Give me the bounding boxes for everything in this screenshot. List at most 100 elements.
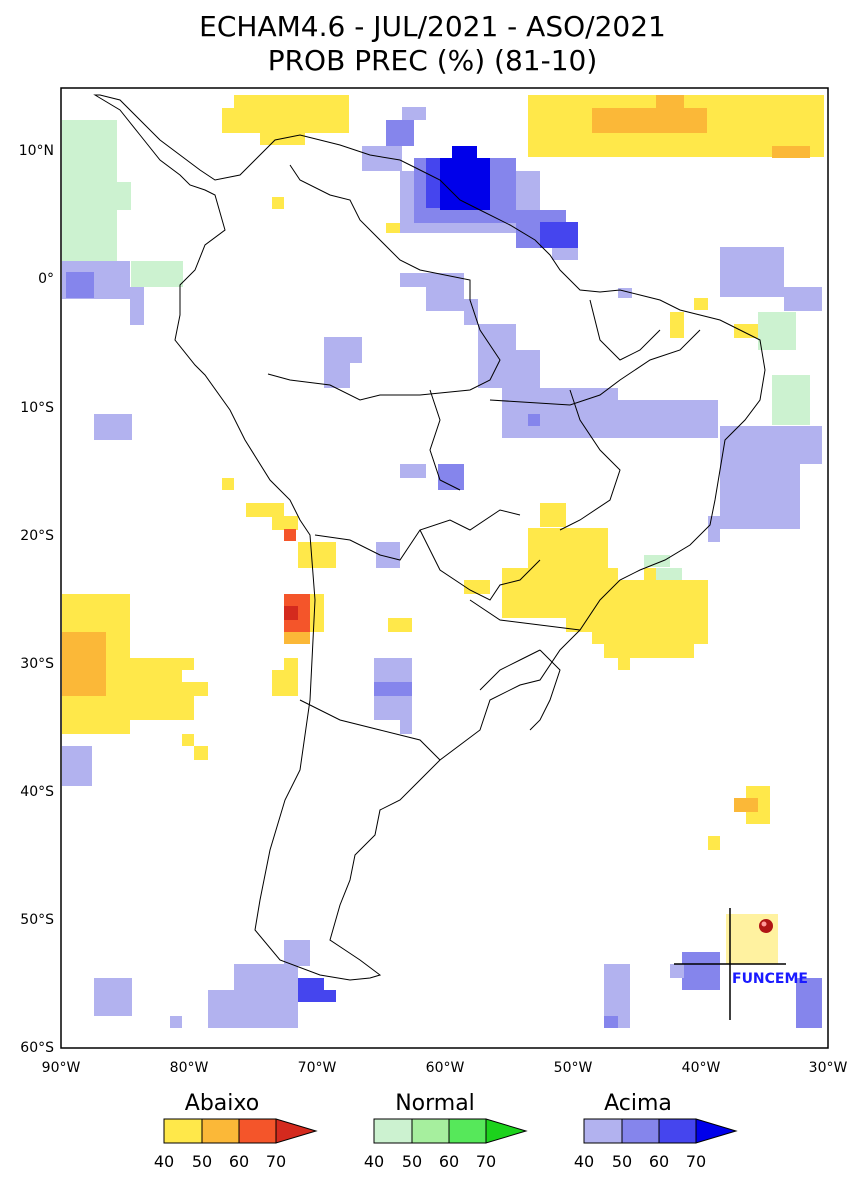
below-cell: [194, 682, 208, 696]
below-cell: [708, 836, 720, 850]
normal-cell: [644, 555, 670, 567]
map-title: ECHAM4.6 - JUL/2021 - ASO/2021: [199, 10, 666, 43]
normal-cell: [772, 375, 810, 425]
lat-label: 20°S: [20, 528, 54, 544]
lat-label: 50°S: [20, 912, 54, 928]
above-cell: [670, 964, 684, 978]
lon-label: 70°W: [298, 1060, 337, 1076]
below-cell: [540, 503, 566, 527]
above-cell: [540, 222, 578, 248]
above-cell: [796, 978, 822, 1028]
below-cell: [592, 108, 707, 133]
below-cell: [130, 658, 194, 720]
below-cell: [246, 503, 284, 517]
legend-tick: 60: [649, 1152, 669, 1171]
lat-label: 10°S: [20, 400, 54, 416]
above-cell: [298, 978, 324, 1002]
legend-title: Acima: [604, 1091, 672, 1116]
above-cell: [322, 990, 336, 1002]
legend-tick: 50: [192, 1152, 212, 1171]
map-subtitle: PROB PREC (%) (81-10): [267, 44, 598, 77]
below-cell: [386, 223, 400, 233]
legend-below: Abaixo 40 50 60 70: [154, 1091, 318, 1171]
below-cell: [528, 528, 608, 568]
normal-cell: [131, 261, 183, 287]
below-cell: [222, 478, 234, 490]
legend-tick: 60: [439, 1152, 459, 1171]
legend-normal: Normal 40 50 60 70: [364, 1091, 528, 1171]
legend-tick: 50: [612, 1152, 632, 1171]
legend-tick: 40: [574, 1152, 594, 1171]
below-cell: [284, 658, 298, 670]
funceme-logo: FUNCEME: [674, 908, 808, 1020]
above-cell: [682, 952, 720, 990]
below-cell: [272, 516, 298, 530]
lat-label: 30°S: [20, 656, 54, 672]
above-cell: [94, 414, 132, 440]
legend-tick: 70: [686, 1152, 706, 1171]
lon-label: 40°W: [682, 1060, 721, 1076]
below-cell: [284, 529, 296, 541]
below-cell: [272, 197, 284, 209]
below-cell: [182, 670, 194, 682]
legend-tick: 70: [476, 1152, 496, 1171]
above-cell: [66, 272, 94, 298]
above-cell: [170, 1016, 182, 1028]
above-cell: [324, 337, 362, 363]
probability-cells: [62, 95, 824, 1028]
above-cell: [386, 120, 414, 146]
lon-label: 50°W: [554, 1060, 593, 1076]
normal-cell: [62, 120, 117, 262]
below-cell: [272, 670, 298, 696]
lat-label: 40°S: [20, 784, 54, 800]
legend-above: Acima 40 50 60 70: [574, 1091, 738, 1171]
legend-tick: 50: [402, 1152, 422, 1171]
above-cell: [464, 299, 478, 325]
below-cell: [604, 644, 694, 658]
above-cell: [130, 287, 144, 325]
above-cell: [374, 682, 412, 696]
above-cell: [720, 464, 800, 529]
below-cell: [464, 580, 490, 594]
legend-tick: 60: [229, 1152, 249, 1171]
above-cell: [234, 964, 298, 994]
below-cell: [62, 632, 106, 696]
lon-label: 80°W: [170, 1060, 209, 1076]
below-cell: [284, 632, 310, 644]
above-cell: [618, 400, 718, 438]
above-cell: [400, 720, 412, 734]
legend-tick: 40: [364, 1152, 384, 1171]
lon-label: 90°W: [42, 1060, 81, 1076]
above-cell: [400, 464, 426, 478]
above-cell: [94, 978, 132, 1016]
above-cell: [502, 350, 540, 388]
above-cell: [552, 248, 578, 260]
above-cell: [438, 464, 464, 490]
lon-label: 30°W: [809, 1060, 848, 1076]
logo-text: FUNCEME: [732, 971, 808, 987]
below-cell: [694, 298, 708, 310]
above-cell: [284, 940, 310, 966]
coastline-borders: [93, 94, 766, 981]
longitude-labels: 90°W 80°W 70°W 60°W 50°W 40°W 30°W: [42, 1060, 848, 1076]
latitude-labels: 10°N 0° 10°S 20°S 30°S 40°S 50°S 60°S: [19, 143, 54, 1056]
above-cell: [720, 426, 822, 464]
below-cell: [592, 580, 708, 644]
legend-title: Normal: [395, 1091, 475, 1116]
above-cell: [720, 247, 784, 297]
above-cell: [324, 363, 350, 388]
above-cell: [440, 158, 490, 210]
below-cell: [222, 108, 312, 133]
above-cell: [426, 287, 464, 311]
lat-label: 10°N: [19, 143, 54, 159]
above-cell: [784, 287, 822, 311]
normal-cell: [656, 568, 682, 580]
above-cell: [62, 746, 92, 786]
lat-label: 0°: [38, 271, 54, 287]
above-cell: [452, 146, 477, 158]
above-cell: [402, 107, 426, 120]
below-cell: [388, 618, 412, 632]
below-cell: [670, 312, 684, 338]
above-cell: [502, 388, 618, 438]
below-cell: [734, 798, 758, 812]
